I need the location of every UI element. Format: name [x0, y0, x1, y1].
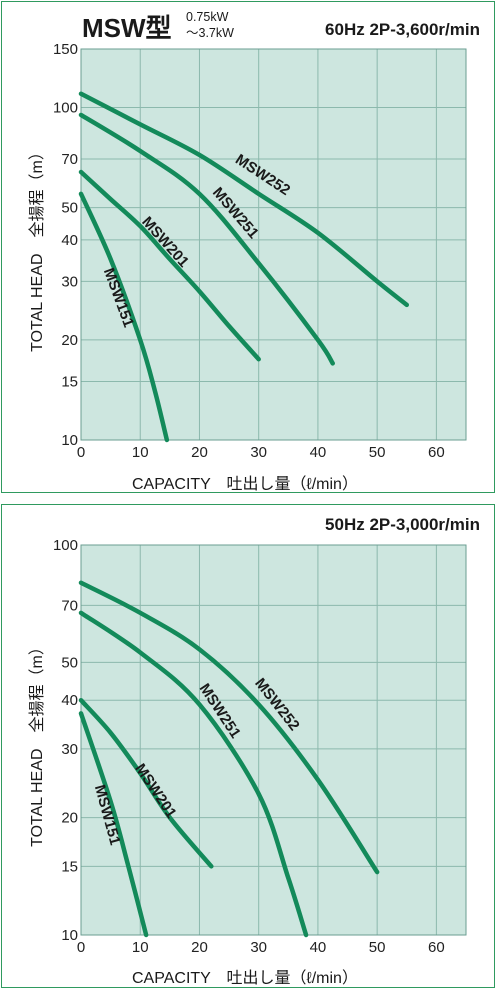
y-tick-label: 30 — [61, 741, 78, 758]
x-tick-label: 60 — [428, 939, 445, 956]
chart-title-power-min: 0.75kW — [186, 10, 229, 24]
series-line-msw251 — [78, 112, 335, 366]
y-tick-label: 15 — [61, 373, 78, 390]
x-tick-label: 10 — [132, 939, 149, 956]
y-tick-label: 70 — [61, 597, 78, 614]
x-axis-label: CAPACITY 吐出し量（ℓ/min） — [132, 970, 358, 987]
y-tick-label: 50 — [61, 200, 78, 217]
series-line-msw252 — [78, 91, 410, 308]
series-line-msw252 — [78, 580, 380, 875]
x-tick-label: 0 — [77, 939, 85, 956]
x-tick-label: 10 — [132, 444, 149, 461]
series-line-msw201 — [78, 169, 261, 362]
y-tick-label: 40 — [61, 692, 78, 709]
series-line-msw201 — [78, 697, 214, 869]
y-axis-label: TOTAL HEAD 全揚程（m） — [29, 639, 46, 847]
x-tick-label: 60 — [428, 444, 445, 461]
plot-area — [81, 545, 466, 935]
y-axis-label: TOTAL HEAD 全揚程（m） — [29, 144, 46, 352]
y-tick-label: 10 — [61, 927, 78, 944]
chart-title-power-max: ～3.7kW — [186, 26, 234, 40]
x-tick-label: 20 — [191, 444, 208, 461]
series-line-msw151 — [78, 711, 149, 938]
y-tick-label: 40 — [61, 232, 78, 249]
pump-curve-chart: 0 10 20 30 40 50 6010152030405070100MSW252MSW2… — [53, 537, 467, 956]
x-tick-label: 40 — [310, 939, 327, 956]
y-tick-label: 10 — [61, 432, 78, 449]
x-tick-label: 0 — [77, 444, 85, 461]
y-tick-label: 100 — [53, 537, 78, 554]
x-tick-label: 30 — [250, 939, 267, 956]
x-tick-label: 20 — [191, 939, 208, 956]
plot-frame — [80, 48, 467, 441]
chart-title-model: MSW型 — [82, 13, 172, 43]
series-line-msw251 — [78, 610, 309, 938]
series-line-msw151 — [78, 191, 170, 443]
x-tick-label: 40 — [310, 444, 327, 461]
y-tick-label: 15 — [61, 858, 78, 875]
x-axis-label: CAPACITY 吐出し量（ℓ/min） — [132, 476, 358, 493]
chart-title-speed: 50Hz 2P-3,000r/min — [325, 515, 480, 534]
plot-frame — [80, 544, 467, 936]
y-tick-label: 30 — [61, 273, 78, 290]
x-tick-label: 30 — [250, 444, 267, 461]
y-tick-label: 20 — [61, 332, 78, 349]
y-tick-label: 50 — [61, 654, 78, 671]
x-tick-label: 50 — [369, 939, 386, 956]
plot-area — [81, 49, 466, 440]
y-tick-label: 70 — [61, 151, 78, 168]
y-tick-label: 20 — [61, 810, 78, 827]
y-tick-label: 100 — [53, 100, 78, 117]
x-tick-label: 50 — [369, 444, 386, 461]
pump-curve-chart: 0 10 20 30 40 50 6010152030405070100150MSW252M… — [53, 41, 467, 461]
chart-panel-50hz: 50Hz 2P-3,000r/min 0 10 20 30 40 50 60 10 15 20 30… — [1, 504, 495, 988]
y-tick-label: 150 — [53, 41, 78, 58]
chart-title-speed: 60Hz 2P-3,600r/min — [325, 20, 480, 39]
